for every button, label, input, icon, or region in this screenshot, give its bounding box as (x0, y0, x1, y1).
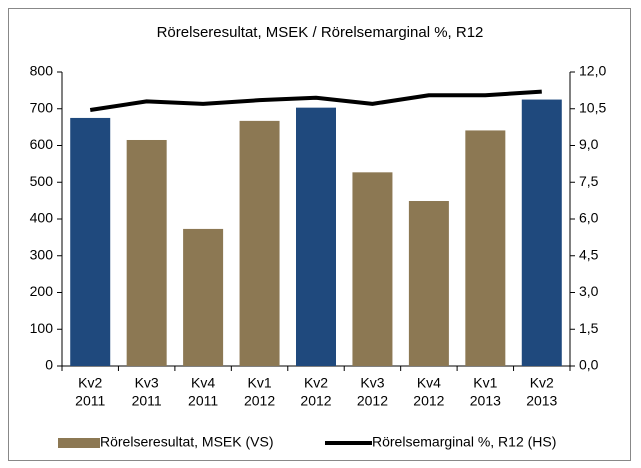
bar (296, 107, 336, 367)
bar (408, 200, 449, 366)
y-tick-label: 500 (30, 173, 54, 189)
x-tick-label: 2012 (413, 393, 444, 409)
x-tick-label: Kv2 (530, 375, 554, 391)
x-tick-label: 2011 (75, 393, 105, 409)
x-tick-label: Kv4 (417, 375, 441, 391)
x-tick-label: Kv3 (135, 375, 159, 391)
y2-tick-label: 4,5 (579, 246, 599, 262)
y-tick-label: 700 (30, 99, 54, 115)
y2-tick-label: 1,5 (579, 320, 599, 336)
bar (183, 228, 224, 366)
x-tick-label: Kv1 (247, 375, 271, 391)
y-tick-label: 400 (30, 210, 54, 226)
x-tick-label: Kv3 (360, 375, 384, 391)
x-tick-label: 2012 (357, 393, 388, 409)
chart-title: Rörelseresultat, MSEK / Rörelsemarginal … (157, 24, 484, 41)
line (89, 89, 542, 112)
y2-tick-label: 10,5 (579, 99, 606, 115)
x-tick-label: 2013 (526, 393, 557, 409)
legend-swatch (58, 438, 100, 448)
x-tick-label: 2011 (188, 393, 218, 409)
y2-tick-label: 0,0 (579, 357, 599, 373)
x-tick-label: 2012 (244, 393, 275, 409)
y-tick-label: 800 (30, 63, 54, 79)
x-tick-label: Kv2 (78, 375, 102, 391)
legend-label: Rörelsemarginal %, R12 (HS) (372, 434, 556, 450)
x-tick-label: Kv1 (473, 375, 497, 391)
legend-label: Rörelseresultat, MSEK (VS) (100, 434, 274, 450)
y-tick-label: 300 (30, 246, 54, 262)
bar (239, 120, 280, 366)
x-tick-label: Kv2 (304, 375, 328, 391)
bar (352, 172, 393, 366)
y-tick-label: 0 (45, 357, 53, 373)
bar (465, 130, 506, 366)
y2-tick-label: 3,0 (579, 283, 599, 299)
y2-tick-label: 7,5 (579, 173, 599, 189)
y-tick-label: 200 (30, 283, 54, 299)
bar (70, 117, 111, 366)
y2-tick-label: 6,0 (579, 210, 599, 226)
x-tick-label: Kv4 (191, 375, 215, 391)
y2-tick-label: 9,0 (579, 136, 599, 152)
y-tick-label: 600 (30, 136, 54, 152)
bar (521, 99, 562, 366)
x-tick-label: 2013 (470, 393, 501, 409)
y-tick-label: 100 (30, 320, 54, 336)
x-tick-label: 2011 (132, 393, 162, 409)
y2-tick-label: 12,0 (579, 63, 606, 79)
bar (126, 139, 167, 366)
x-tick-label: 2012 (300, 393, 331, 409)
